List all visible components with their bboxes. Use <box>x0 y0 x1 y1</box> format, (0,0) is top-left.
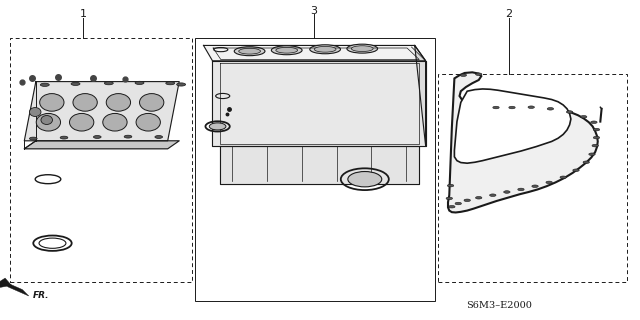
Ellipse shape <box>460 74 467 76</box>
Ellipse shape <box>592 144 598 147</box>
Ellipse shape <box>124 135 132 138</box>
Ellipse shape <box>591 121 597 124</box>
Ellipse shape <box>177 83 186 86</box>
Polygon shape <box>204 45 426 61</box>
Ellipse shape <box>209 123 226 130</box>
Bar <box>195 38 435 301</box>
Ellipse shape <box>314 46 336 52</box>
Polygon shape <box>212 61 426 146</box>
Polygon shape <box>448 72 598 212</box>
Ellipse shape <box>60 136 68 139</box>
Bar <box>10 38 192 282</box>
Ellipse shape <box>509 106 515 109</box>
Ellipse shape <box>106 93 131 111</box>
Ellipse shape <box>166 82 175 85</box>
Ellipse shape <box>93 136 101 139</box>
Ellipse shape <box>310 45 340 54</box>
Ellipse shape <box>36 114 61 131</box>
Text: 3: 3 <box>310 6 317 16</box>
Ellipse shape <box>71 82 80 85</box>
Ellipse shape <box>155 136 163 139</box>
Ellipse shape <box>447 184 454 187</box>
Ellipse shape <box>239 48 260 54</box>
Ellipse shape <box>140 93 164 111</box>
Polygon shape <box>24 141 179 149</box>
Ellipse shape <box>493 106 499 109</box>
Ellipse shape <box>271 46 302 55</box>
Text: S6M3–E2000: S6M3–E2000 <box>467 301 532 310</box>
Ellipse shape <box>593 136 600 139</box>
Ellipse shape <box>455 202 461 205</box>
Ellipse shape <box>560 176 566 179</box>
Text: 1: 1 <box>80 9 86 20</box>
Ellipse shape <box>348 172 381 187</box>
Bar <box>438 74 627 282</box>
Polygon shape <box>454 89 571 163</box>
Ellipse shape <box>104 82 113 85</box>
Ellipse shape <box>70 114 94 131</box>
Ellipse shape <box>73 93 97 111</box>
Ellipse shape <box>476 73 482 76</box>
Ellipse shape <box>40 83 49 86</box>
Ellipse shape <box>351 46 373 52</box>
Ellipse shape <box>490 194 496 196</box>
Ellipse shape <box>276 47 298 53</box>
Ellipse shape <box>136 114 161 131</box>
Ellipse shape <box>593 128 600 131</box>
Ellipse shape <box>583 161 589 164</box>
Ellipse shape <box>547 108 554 110</box>
Ellipse shape <box>446 197 452 200</box>
Ellipse shape <box>40 93 64 111</box>
Ellipse shape <box>464 199 470 202</box>
Polygon shape <box>24 82 179 141</box>
Ellipse shape <box>135 81 144 84</box>
Polygon shape <box>0 278 12 290</box>
Text: 2: 2 <box>505 9 513 20</box>
Ellipse shape <box>573 169 579 172</box>
Ellipse shape <box>41 116 52 124</box>
Ellipse shape <box>580 116 587 118</box>
Ellipse shape <box>103 114 127 131</box>
Polygon shape <box>220 146 419 184</box>
Polygon shape <box>2 281 29 296</box>
Ellipse shape <box>29 108 41 116</box>
Ellipse shape <box>29 137 37 140</box>
Ellipse shape <box>546 181 552 184</box>
Ellipse shape <box>449 205 455 208</box>
Ellipse shape <box>347 44 378 53</box>
Ellipse shape <box>518 188 524 191</box>
Ellipse shape <box>532 185 538 188</box>
Polygon shape <box>415 45 426 146</box>
Ellipse shape <box>504 191 510 193</box>
Ellipse shape <box>566 111 573 113</box>
Ellipse shape <box>528 106 534 108</box>
Ellipse shape <box>234 47 265 56</box>
Ellipse shape <box>589 153 595 156</box>
Text: FR.: FR. <box>33 292 50 300</box>
Ellipse shape <box>476 196 482 199</box>
